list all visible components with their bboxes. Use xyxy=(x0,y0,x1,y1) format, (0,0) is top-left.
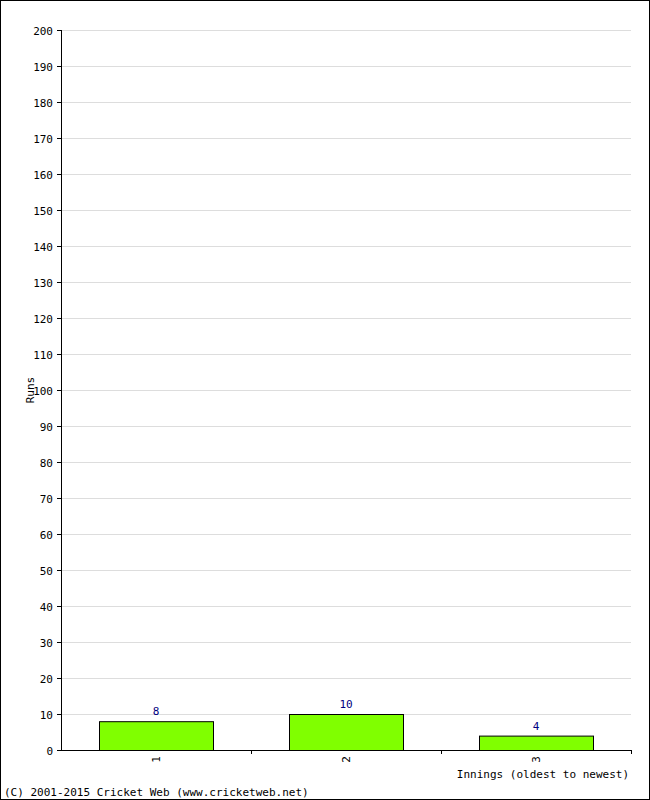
grid-line xyxy=(61,66,631,67)
x-tick-label: 2 xyxy=(340,756,353,763)
grid-line xyxy=(61,462,631,463)
y-tick xyxy=(57,498,61,499)
y-tick xyxy=(57,174,61,175)
y-tick xyxy=(57,318,61,319)
y-tick xyxy=(57,714,61,715)
x-tick xyxy=(441,750,442,754)
y-tick-label: 40 xyxy=(40,601,53,614)
y-tick xyxy=(57,606,61,607)
grid-line xyxy=(61,678,631,679)
y-tick xyxy=(57,390,61,391)
y-tick xyxy=(57,66,61,67)
grid-line xyxy=(61,570,631,571)
grid-line xyxy=(61,498,631,499)
grid-line xyxy=(61,354,631,355)
y-tick xyxy=(57,354,61,355)
y-tick-label: 180 xyxy=(33,97,53,110)
y-tick-label: 170 xyxy=(33,133,53,146)
y-tick-label: 120 xyxy=(33,313,53,326)
y-tick xyxy=(57,642,61,643)
annotation: (C) 2001-2015 Cricket Web (www.cricketwe… xyxy=(4,786,309,799)
x-axis-label: Innings (oldest to newest) xyxy=(457,768,629,781)
grid-line xyxy=(61,390,631,391)
grid-line xyxy=(61,426,631,427)
y-tick xyxy=(57,570,61,571)
y-tick-label: 0 xyxy=(46,745,53,758)
y-tick-label: 160 xyxy=(33,169,53,182)
y-tick-label: 200 xyxy=(33,25,53,38)
y-tick-label: 140 xyxy=(33,241,53,254)
y-tick xyxy=(57,282,61,283)
x-tick-label: 1 xyxy=(150,756,163,763)
y-tick xyxy=(57,750,61,751)
y-tick xyxy=(57,462,61,463)
y-tick-label: 110 xyxy=(33,349,53,362)
y-tick-label: 90 xyxy=(40,421,53,434)
grid-line xyxy=(61,174,631,175)
grid-line xyxy=(61,210,631,211)
y-tick-label: 20 xyxy=(40,673,53,686)
x-tick xyxy=(251,750,252,754)
y-tick-label: 10 xyxy=(40,709,53,722)
y-tick-label: 130 xyxy=(33,277,53,290)
y-tick-label: 30 xyxy=(40,637,53,650)
y-tick xyxy=(57,426,61,427)
y-tick xyxy=(57,246,61,247)
grid-line xyxy=(61,642,631,643)
bar xyxy=(480,736,594,750)
y-axis-label: Runs xyxy=(24,377,37,404)
grid-line xyxy=(61,282,631,283)
grid-line xyxy=(61,318,631,319)
x-tick-label: 3 xyxy=(530,756,543,763)
bars xyxy=(100,715,594,751)
chart-svg: 0102030405060708090100110120130140150160… xyxy=(0,0,650,800)
y-tick xyxy=(57,138,61,139)
data-label: 10 xyxy=(339,698,352,711)
bar xyxy=(290,715,404,751)
y-tick xyxy=(57,102,61,103)
y-axis xyxy=(61,30,62,750)
y-tick-label: 80 xyxy=(40,457,53,470)
grid-line xyxy=(61,246,631,247)
y-tick xyxy=(57,210,61,211)
chart-container: 0102030405060708090100110120130140150160… xyxy=(0,0,650,800)
grid-line xyxy=(61,750,631,751)
grid-line xyxy=(61,534,631,535)
grid-line xyxy=(61,138,631,139)
y-tick-label: 190 xyxy=(33,61,53,74)
data-label: 8 xyxy=(153,705,160,718)
y-tick-label: 70 xyxy=(40,493,53,506)
grid-line xyxy=(61,606,631,607)
y-tick xyxy=(57,678,61,679)
y-tick xyxy=(57,534,61,535)
grid-line xyxy=(61,102,631,103)
bar xyxy=(100,722,214,750)
frame xyxy=(1,1,650,800)
x-axis xyxy=(61,750,631,751)
y-tick xyxy=(57,30,61,31)
y-tick-label: 50 xyxy=(40,565,53,578)
y-tick-label: 60 xyxy=(40,529,53,542)
x-tick xyxy=(631,750,632,754)
data-label: 4 xyxy=(533,720,540,733)
y-tick-label: 150 xyxy=(33,205,53,218)
grid-line xyxy=(61,30,631,31)
